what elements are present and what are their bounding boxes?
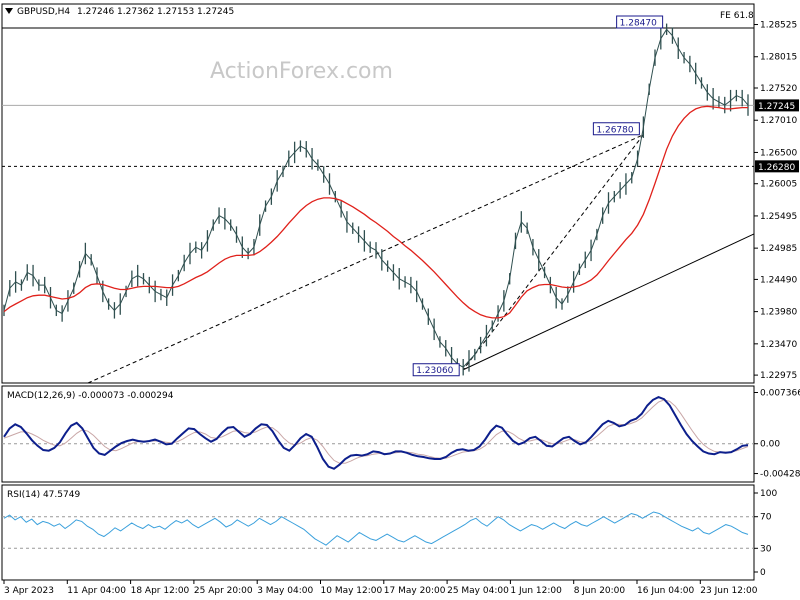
- price-tick-label: 1.26500: [760, 148, 797, 158]
- rsi-tick-label: 0: [760, 568, 766, 578]
- price-panel-frame: [1, 3, 755, 384]
- zigzag-line: [462, 134, 644, 371]
- price-tick-label: 1.28015: [760, 53, 797, 63]
- x-tick-label: 25 Apr 20:00: [194, 586, 253, 596]
- x-tick-label: 1 Jun 12:00: [510, 586, 562, 596]
- rsi-tick-label: 70: [760, 513, 772, 523]
- x-tick-label: 18 Apr 12:00: [131, 586, 190, 596]
- annotation-label: 1.23060: [416, 366, 453, 376]
- watermark: ActionForex.com: [210, 59, 393, 84]
- level-price-tag-bg: [755, 160, 799, 173]
- price-tick-label: 1.23470: [760, 340, 797, 350]
- header-open: 1.27246: [77, 7, 114, 17]
- annotation-box: [616, 15, 664, 29]
- price-tick-label: 1.24490: [760, 275, 797, 285]
- collapse-triangle-icon[interactable]: [5, 8, 13, 14]
- header-close: 1.27245: [197, 7, 234, 17]
- x-tick-label: 8 Jun 20:00: [574, 586, 626, 596]
- price-header-values: 1.27246 1.27362 1.27153 1.27245: [77, 7, 234, 17]
- macd-panel-frame: [1, 385, 755, 483]
- annotation-label: 1.26780: [596, 125, 633, 135]
- price-tick-label: 1.27520: [760, 84, 797, 94]
- level-price-tag: 1.26280: [758, 163, 795, 173]
- fe-label: FE 61.8: [720, 11, 754, 21]
- macd-line: [3, 396, 749, 470]
- rsi-panel-frame: [1, 484, 755, 581]
- rsi-title: RSI(14) 47.5749: [7, 490, 80, 500]
- zigzag-line: [87, 134, 644, 384]
- header-low: 1.27153: [157, 7, 194, 17]
- symbol-title: GBPUSD,H4: [17, 7, 70, 17]
- price-tick-label: 1.25495: [760, 212, 797, 222]
- annotation-box: [412, 363, 460, 377]
- price-tick-label: 1.26005: [760, 180, 797, 190]
- price-tick-label: 1.22975: [760, 371, 797, 381]
- rsi-tick-label: 100: [760, 489, 777, 499]
- rsi-line: [3, 511, 749, 546]
- x-tick-label: 17 May 20:00: [384, 586, 446, 596]
- price-tick-label: 1.28525: [760, 21, 797, 31]
- annotation-label: 1.28470: [620, 19, 657, 29]
- current-price-tag-bg: [755, 99, 799, 112]
- macd-tick-label: -0.004286: [760, 470, 800, 480]
- x-tick-label: 16 Jun 04:00: [637, 586, 694, 596]
- annotation-box: [592, 122, 640, 136]
- macd-tick-label: 0.007366: [760, 388, 800, 398]
- x-tick-label: 3 Apr 2023: [4, 586, 54, 596]
- header-high: 1.27362: [117, 7, 154, 17]
- price-series-line: [3, 28, 749, 368]
- x-tick-label: 3 May 04:00: [257, 586, 313, 596]
- moving-average-line: [3, 105, 748, 319]
- x-tick-label: 25 May 04:00: [447, 586, 509, 596]
- x-tick-label: 11 Apr 04:00: [67, 586, 126, 596]
- price-tick-label: 1.23980: [760, 308, 797, 318]
- price-tick-label: 1.24985: [760, 244, 797, 254]
- macd-title: MACD(12,26,9) -0.000073 -0.000294: [7, 391, 174, 401]
- price-tick-label: 1.27010: [760, 116, 797, 126]
- current-price-tag: 1.27245: [758, 102, 795, 112]
- x-tick-label: 23 Jun 12:00: [700, 586, 757, 596]
- macd-tick-label: 0.00: [760, 440, 780, 450]
- x-tick-label: 10 May 12:00: [321, 586, 383, 596]
- rsi-tick-label: 30: [760, 544, 772, 554]
- trend-line: [462, 233, 755, 371]
